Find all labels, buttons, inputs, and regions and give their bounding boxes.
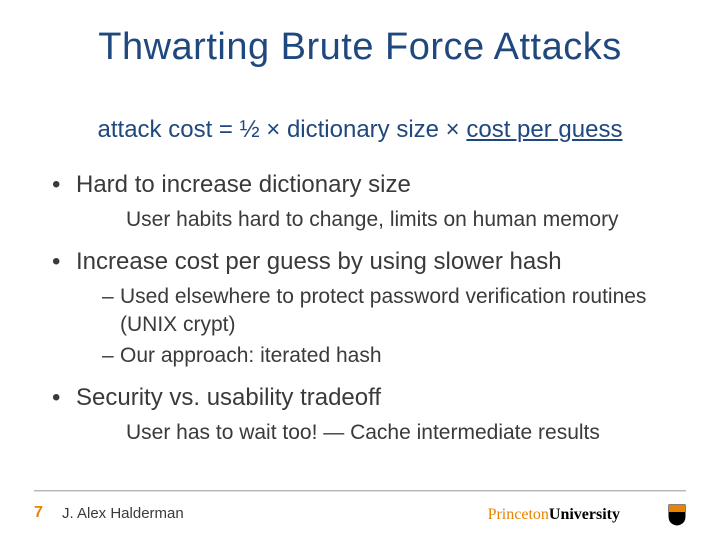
logo-university: University (549, 506, 620, 523)
bullet-text: Hard to increase dictionary size (76, 171, 411, 198)
sub-dash-list: Used elsewhere to protect password verif… (76, 283, 680, 369)
author-name: J. Alex Halderman (62, 505, 184, 522)
slide-title: Thwarting Brute Force Attacks (0, 26, 720, 69)
bullet-item: Increase cost per guess by using slower … (48, 247, 680, 369)
slide: Thwarting Brute Force Attacks attack cos… (0, 0, 720, 540)
bullet-text: Security vs. usability tradeoff (76, 384, 381, 411)
logo-princeton: Princeton (488, 506, 549, 523)
bullet-item: Hard to increase dictionary size User ha… (48, 170, 680, 233)
sub-dash-item: Our approach: iterated hash (102, 342, 680, 369)
formula-line: attack cost = ½ × dictionary size × cost… (48, 116, 672, 144)
formula-underlined: cost per guess (466, 116, 622, 143)
formula-prefix: attack cost = ½ × dictionary size × (98, 116, 467, 143)
sub-text: User habits hard to change, limits on hu… (126, 206, 680, 233)
bullet-item: Security vs. usability tradeoff User has… (48, 383, 680, 446)
bullet-text: Increase cost per guess by using slower … (76, 248, 562, 275)
shield-icon (668, 504, 686, 526)
sub-text: User has to wait too! — Cache intermedia… (126, 419, 680, 446)
body-content: Hard to increase dictionary size User ha… (48, 170, 680, 460)
page-number: 7 (34, 504, 43, 522)
footer-divider (34, 490, 686, 492)
sub-dash-item: Used elsewhere to protect password verif… (102, 283, 680, 338)
bullet-list: Hard to increase dictionary size User ha… (48, 170, 680, 446)
princeton-logo-text: PrincetonUniversity (488, 506, 620, 524)
